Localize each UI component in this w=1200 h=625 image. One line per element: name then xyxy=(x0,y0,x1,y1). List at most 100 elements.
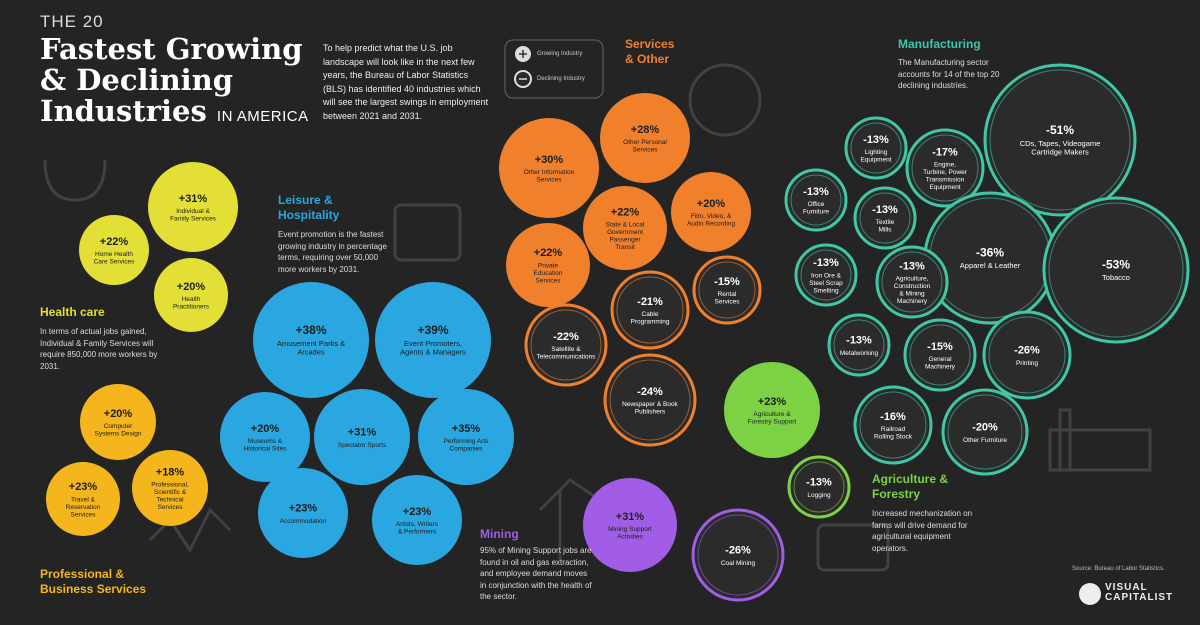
industry-name: Logging xyxy=(807,492,831,499)
name-line: Transit xyxy=(615,244,635,251)
change-label: -15% xyxy=(927,341,953,353)
industry-bubble: -26% Printing xyxy=(982,310,1072,400)
name-line: Lighting xyxy=(865,149,888,156)
name-line: Machinery xyxy=(897,298,928,305)
name-line: Construction xyxy=(894,283,931,290)
bubble xyxy=(583,478,677,572)
title-line: Industries IN AMERICA xyxy=(40,96,309,132)
bubble xyxy=(253,282,369,398)
industry-name: Engine, Turbine, Power Transmission Equipme… xyxy=(923,162,968,192)
industry-name: Other Information Services xyxy=(524,169,575,184)
industry-name: Spectator Sports xyxy=(338,442,387,449)
name-line: Travel & xyxy=(71,496,96,503)
name-line: Historical Sites xyxy=(244,446,288,453)
industry-name: Office Furniture xyxy=(803,201,829,216)
industry-name: Lighting Equipment xyxy=(860,149,891,164)
industry-bubble: -16% Railroad Rolling Stock xyxy=(853,385,933,465)
industry-bubble: -22% Satellite & Telecommunications xyxy=(524,303,608,387)
change-label: -24% xyxy=(637,386,663,398)
name-line: Services xyxy=(71,511,97,518)
name-line: Practitioners xyxy=(173,304,210,311)
intro: To help predict what the U.S. job landsc… xyxy=(323,43,489,121)
name-line: Activities xyxy=(617,534,643,541)
industry-name: Home Health Care Services xyxy=(94,251,136,266)
bubble-inner-ring xyxy=(859,391,927,459)
bubble-inner-ring xyxy=(859,192,911,244)
name-line: Smelting xyxy=(813,287,839,294)
change-label: +20% xyxy=(251,423,280,435)
change-label: -13% xyxy=(806,477,832,489)
bubble-outer-ring xyxy=(941,388,1029,476)
name-line: Turbine, Power xyxy=(923,169,968,176)
bubble-inner-ring xyxy=(698,261,756,319)
name-line: Systems Design xyxy=(95,431,142,438)
industry-name: Iron Ore & Steel Scrap Smelting xyxy=(809,272,843,294)
industry-name: Printing xyxy=(1016,360,1038,367)
change-label: -36% xyxy=(976,245,1004,259)
industry-name: Agriculture & Forestry Support xyxy=(748,411,797,426)
name-line: Reservation xyxy=(66,504,101,511)
name-line: Transmission xyxy=(926,177,965,184)
change-label: +20% xyxy=(104,408,133,420)
sector-title: Health care xyxy=(40,305,105,319)
plus-sign xyxy=(519,50,527,58)
bubble xyxy=(79,215,149,285)
industry-bubble: +23% Travel & Reservation Services xyxy=(46,462,120,536)
sector-title: Agriculture & Forestry xyxy=(872,472,949,501)
industry-bubble: -53% Tobacco xyxy=(1042,196,1190,344)
pumpjack-icon xyxy=(538,478,601,560)
bubble-outer-ring xyxy=(875,245,949,319)
industry-name: Museums & Historical Sites xyxy=(244,438,288,453)
name-line: Railroad xyxy=(881,426,906,433)
name-line: Agriculture & xyxy=(753,411,791,418)
name-line: Amusement Parks & xyxy=(277,339,345,348)
industry-name: Rental Services xyxy=(715,291,741,306)
bubble-outer-ring xyxy=(610,270,690,350)
industry-name: Amusement Parks & Arcades xyxy=(277,339,345,357)
bubble-inner-ring xyxy=(609,359,691,441)
change-label: +22% xyxy=(100,236,129,248)
name-line: Programming xyxy=(630,319,669,326)
bubble xyxy=(148,162,238,252)
industry-bubble: -15% Rental Services xyxy=(692,255,762,325)
bubble xyxy=(258,468,348,558)
industry-bubble: -13% Lighting Equipment xyxy=(844,116,908,180)
industry-bubble: +35% Performing Arts Companies xyxy=(418,389,514,485)
chart-icon xyxy=(148,507,232,553)
bubble xyxy=(671,172,751,252)
name-line: Cable xyxy=(642,311,659,318)
industry-bubble: +20% Computer Systems Design xyxy=(80,384,156,460)
name-line: Telecommunications xyxy=(537,354,597,361)
change-label: +22% xyxy=(534,247,563,259)
bubble-outer-ring xyxy=(787,455,851,519)
name-line: Steel Scrap xyxy=(809,280,843,287)
industry-bubble: -13% Logging xyxy=(787,455,851,519)
name-line: Spectator Sports xyxy=(338,442,387,449)
factory-icon xyxy=(1048,408,1152,472)
industry-bubble: -13% Iron Ore & Steel Scrap Smelting xyxy=(794,243,858,307)
industry-bubble: +18% Professional, Scientific & Technical Se… xyxy=(132,450,208,526)
bubble-inner-ring xyxy=(909,324,971,386)
title-line: Fastest Growing xyxy=(40,32,303,66)
industry-bubble: +38% Amusement Parks & Arcades xyxy=(253,282,369,398)
change-label: -17% xyxy=(932,146,958,158)
name-line: Textile xyxy=(876,219,895,226)
industry-bubble: +20% Museums & Historical Sites xyxy=(220,392,310,482)
name-line: Iron Ore & xyxy=(811,272,842,279)
industry-name: Event Promoters, Agents & Managers xyxy=(400,339,466,357)
industry-name: Satellite & Telecommunications xyxy=(537,346,597,361)
bubble-outer-ring xyxy=(844,116,908,180)
industry-name: Textile Mills xyxy=(876,219,895,234)
bubble-outer-ring xyxy=(692,255,762,325)
industry-bubble: -51% CDs, Tapes, Videogame Cartridge Maker… xyxy=(983,63,1137,217)
title: Fastest Growing & Declining Industries I… xyxy=(40,34,309,132)
name-line: Home Health xyxy=(95,251,133,258)
industry-bubble: +39% Event Promoters, Agents & Managers xyxy=(375,282,491,398)
tractor-icon xyxy=(816,523,890,572)
industry-name: Mining Support Activities xyxy=(608,526,652,541)
bubble xyxy=(220,392,310,482)
industry-bubble: +20% Health Practitioners xyxy=(154,258,228,332)
bubble xyxy=(506,223,590,307)
bubble-outer-ring xyxy=(794,243,858,307)
change-label: +22% xyxy=(611,206,640,218)
